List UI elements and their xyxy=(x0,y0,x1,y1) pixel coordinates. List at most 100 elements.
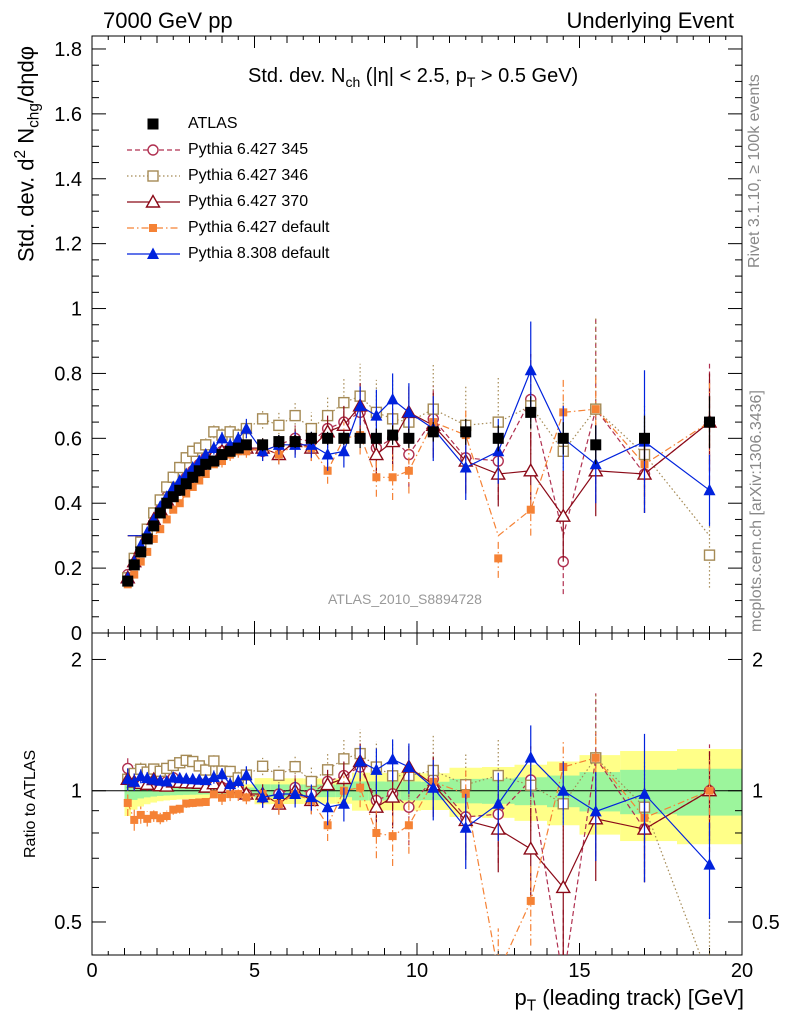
data-point xyxy=(148,520,160,532)
energy-label: 7000 GeV pp xyxy=(103,8,233,33)
plot-title: Std. dev. Nch (|η| < 2.5, pT > 0.5 GeV) xyxy=(248,65,579,90)
legend-sample-p345 xyxy=(127,144,180,156)
series-atlas xyxy=(122,396,715,587)
data-point xyxy=(256,790,269,803)
data-point xyxy=(404,821,413,830)
data-point xyxy=(240,422,253,434)
observable-label: Underlying Event xyxy=(566,8,734,33)
ratio-y-axis-label: Ratio to ATLAS xyxy=(22,749,39,858)
data-point xyxy=(289,787,302,799)
data-point xyxy=(402,760,415,773)
legend-marker xyxy=(145,194,161,208)
legend-marker xyxy=(149,224,157,232)
legend-marker xyxy=(147,144,159,156)
series-p6def xyxy=(123,376,714,589)
data-point xyxy=(135,546,147,558)
mcplots-credit-label: mcplots.cern.ch [arXiv:1306.3436] xyxy=(748,390,765,632)
data-point xyxy=(370,409,383,421)
data-point xyxy=(555,879,571,894)
ratio-tick-label-right: 0.5 xyxy=(752,912,780,934)
legend-sample-p346 xyxy=(127,170,180,182)
data-point xyxy=(188,482,197,491)
data-point xyxy=(209,790,218,799)
upper-y-axis-label: Std. dev. d2 Nchg/dηdφ xyxy=(12,45,43,262)
data-point xyxy=(273,436,285,448)
x-tick-label: 0 xyxy=(86,960,97,982)
data-point xyxy=(321,800,334,813)
data-point xyxy=(459,821,472,833)
y-tick-label: 0.4 xyxy=(54,493,82,515)
data-point xyxy=(240,439,252,451)
ratio-tick-label-right: 1 xyxy=(752,781,763,803)
data-point xyxy=(242,447,251,456)
data-point xyxy=(218,457,226,466)
x-tick-label: 15 xyxy=(568,960,590,982)
series-line xyxy=(127,404,710,537)
data-point xyxy=(526,505,535,514)
legend-label-p370: Pythia 6.427 370 xyxy=(188,193,309,210)
data-point xyxy=(188,798,197,807)
legend-label-p346: Pythia 6.427 346 xyxy=(188,167,309,184)
data-point xyxy=(384,789,401,803)
data-point xyxy=(242,793,251,802)
data-point xyxy=(525,406,537,418)
data-point xyxy=(174,461,186,474)
data-point xyxy=(169,505,178,514)
data-point xyxy=(136,557,145,566)
data-point xyxy=(208,455,220,467)
series-line xyxy=(127,752,701,955)
x-axis-label: pT (leading track) [GeV] xyxy=(514,985,744,1015)
data-point xyxy=(143,814,152,823)
data-point xyxy=(149,534,158,543)
data-point xyxy=(289,760,301,773)
data-point xyxy=(180,452,192,464)
data-point xyxy=(256,760,269,772)
data-point xyxy=(704,416,715,428)
data-point xyxy=(182,799,191,808)
data-point xyxy=(193,465,205,477)
x-tick-label: 5 xyxy=(249,960,260,982)
data-point xyxy=(149,811,158,820)
data-point xyxy=(224,765,236,778)
data-point xyxy=(404,466,413,475)
legend-marker xyxy=(147,118,159,130)
data-point xyxy=(386,752,399,765)
data-point xyxy=(121,772,134,785)
data-point xyxy=(160,774,173,787)
data-point xyxy=(388,473,397,482)
data-point xyxy=(459,461,472,473)
legend-sample-p6def xyxy=(127,224,180,232)
data-point xyxy=(136,810,145,819)
data-point xyxy=(494,968,502,976)
data-point xyxy=(402,405,415,418)
data-point xyxy=(130,815,139,824)
data-point xyxy=(555,508,571,522)
data-point xyxy=(272,787,285,799)
data-point xyxy=(289,436,301,448)
data-point xyxy=(201,797,210,806)
rivet-version-label: Rivet 3.1.10, ≥ 100k events xyxy=(746,74,763,268)
data-point xyxy=(403,432,415,444)
data-point xyxy=(208,755,220,767)
data-point xyxy=(256,413,269,425)
data-point xyxy=(703,483,716,496)
data-point xyxy=(167,491,179,503)
data-point xyxy=(180,478,192,490)
data-point xyxy=(557,432,569,444)
data-point xyxy=(337,444,350,457)
data-point xyxy=(273,769,285,782)
data-point xyxy=(161,497,173,509)
legend-label-p6def: Pythia 6.427 default xyxy=(188,219,330,236)
data-point xyxy=(492,797,505,809)
y-tick-label: 0.6 xyxy=(54,428,82,450)
legend-marker xyxy=(147,247,159,259)
ratio-tick-label-right: 2 xyxy=(752,649,763,671)
data-point xyxy=(123,798,132,807)
data-point xyxy=(216,767,228,780)
data-point xyxy=(526,896,535,905)
x-tick-label: 20 xyxy=(731,960,753,982)
data-point xyxy=(216,449,228,461)
data-point xyxy=(240,768,253,781)
legend-label-atlas: ATLAS xyxy=(188,115,238,132)
